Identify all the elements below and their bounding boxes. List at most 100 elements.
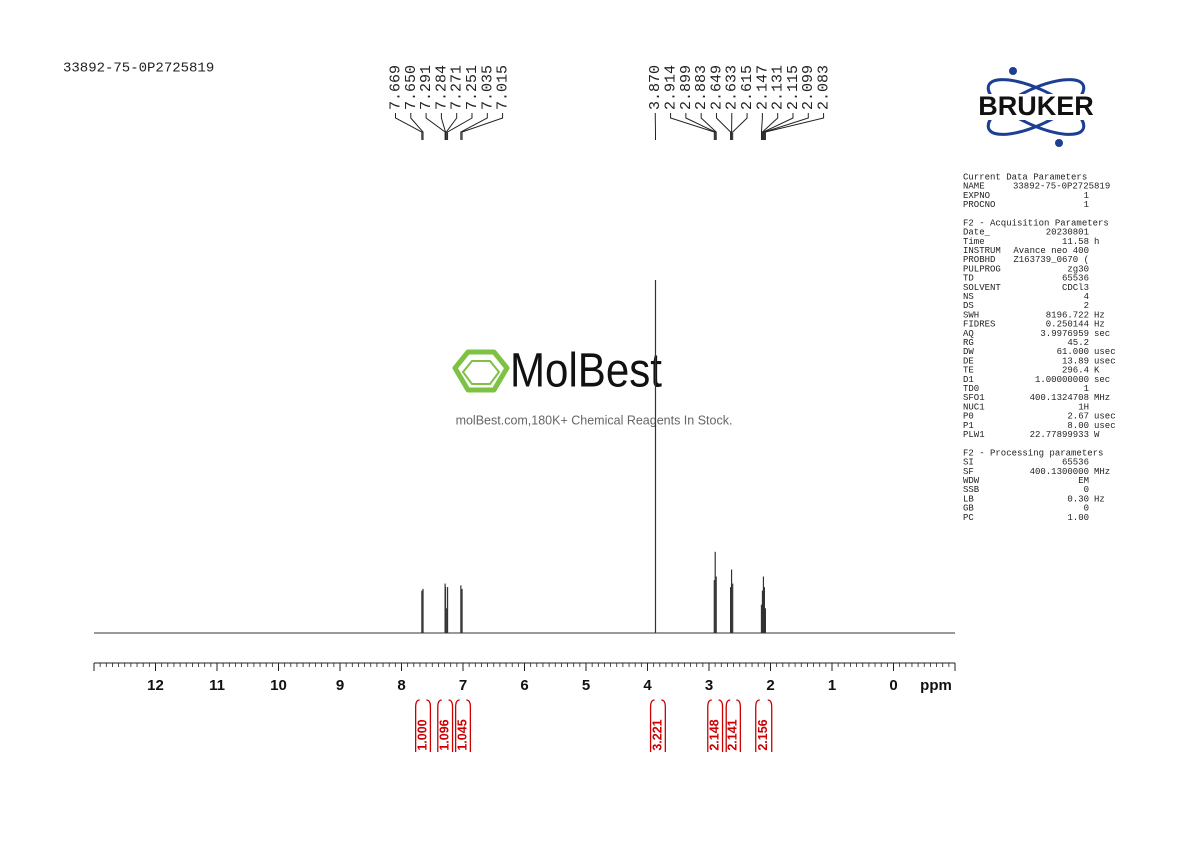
parameter-key: SOLVENT	[963, 283, 1001, 293]
peak-label: 2.649	[708, 65, 725, 110]
parameter-key: SFO1	[963, 393, 985, 403]
parameter-unit: MHz	[1094, 393, 1110, 403]
parameter-value: 20230801	[1046, 228, 1089, 238]
parameter-value: 45.2	[1067, 338, 1089, 348]
spectrum-title: 33892-75-0P2725819	[63, 61, 214, 77]
parameter-value: 1	[1084, 384, 1089, 394]
parameter-key: SWH	[963, 310, 979, 320]
integral-label: 1.000	[415, 719, 429, 750]
parameter-value: 1	[1084, 200, 1089, 210]
parameter-value: zg30	[1067, 264, 1089, 274]
x-tick-label: 12	[147, 677, 164, 694]
peak-label: 3.870	[647, 65, 664, 110]
peak-label-leader	[764, 113, 825, 140]
parameter-unit: MHz	[1094, 467, 1110, 477]
parameter-key: P0	[963, 412, 974, 422]
parameter-key: PULPROG	[963, 264, 1001, 274]
peak-label-leader	[394, 113, 423, 140]
parameter-value: 1	[1084, 191, 1089, 201]
x-tick-label: 5	[582, 677, 590, 694]
peak-label-leader	[685, 113, 716, 140]
x-tick-label: 1	[828, 677, 836, 694]
parameter-key: RG	[963, 338, 974, 348]
parameter-key: EXPNO	[963, 191, 990, 201]
peak-label-leader	[447, 113, 473, 140]
parameter-key: PROCNO	[963, 200, 995, 210]
peak-label-leader	[425, 113, 446, 140]
peak-label: 7.271	[449, 65, 466, 110]
parameter-key: PLW1	[963, 430, 985, 440]
x-tick-label: 8	[397, 677, 405, 694]
integral-bracket	[725, 699, 742, 752]
peak-label: 2.633	[724, 65, 741, 110]
parameter-key: GB	[963, 504, 974, 514]
integral-bracket	[649, 699, 666, 752]
parameter-key: NS	[963, 292, 974, 302]
peak-label: 2.883	[693, 65, 710, 110]
parameter-unit: h	[1094, 237, 1099, 247]
parameter-value: 13.89	[1062, 356, 1089, 366]
integral-label: 2.156	[756, 719, 770, 750]
x-tick-label: 10	[270, 677, 287, 694]
integral-bracket	[454, 699, 472, 752]
parameter-value: 65536	[1062, 274, 1089, 284]
peak-label: 7.284	[433, 65, 450, 110]
parameter-value: Z163739_0670 (	[1013, 255, 1089, 265]
parameter-key: INSTRUM	[963, 246, 1001, 256]
parameter-value: 2.67	[1067, 412, 1089, 422]
parameter-unit: Hz	[1094, 494, 1105, 504]
x-tick-label: 7	[459, 677, 467, 694]
integral-label: 3.221	[650, 719, 664, 750]
peak-label-leader	[732, 113, 748, 140]
parameter-key: AQ	[963, 329, 974, 339]
peak-label-leader	[670, 113, 715, 140]
bruker-logo: BRUKER	[958, 67, 1115, 147]
peak-label-leader	[445, 113, 458, 140]
parameter-value: 33892-75-0P2725819	[1013, 182, 1110, 192]
parameter-heading: Current Data Parameters	[963, 172, 1087, 182]
integral-bracket	[437, 699, 454, 752]
parameter-key: PROBHD	[963, 255, 995, 265]
parameter-value: 3.9976959	[1040, 329, 1089, 339]
parameter-value: 400.1300000	[1030, 467, 1089, 477]
parameter-value: 2	[1084, 301, 1089, 311]
watermark: MolBest molBest.com,180K+ Chemical Reage…	[452, 345, 732, 427]
integral-label: 1.045	[455, 719, 469, 750]
parameter-unit: usec	[1094, 421, 1116, 431]
x-tick-label: 2	[766, 677, 774, 694]
parameter-key: NUC1	[963, 402, 985, 412]
peak-label-leader	[760, 113, 763, 140]
x-tick-label: 9	[336, 677, 344, 694]
parameter-unit: K	[1094, 366, 1100, 376]
parameter-heading: F2 - Processing parameters	[963, 448, 1103, 458]
parameter-key: DW	[963, 347, 974, 357]
parameter-value: Avance neo 400	[1013, 246, 1089, 256]
integral-label: 1.096	[437, 719, 451, 750]
parameter-value: 0	[1084, 485, 1089, 495]
x-tick-label: 0	[889, 677, 897, 694]
parameter-key: Date_	[963, 228, 991, 238]
parameter-key: DS	[963, 301, 974, 311]
peak-label: 2.147	[754, 65, 771, 110]
parameter-value: 4	[1084, 292, 1089, 302]
peak-label: 2.914	[663, 65, 680, 110]
peak-label: 7.669	[387, 65, 404, 110]
parameter-value: 0.250144	[1046, 320, 1089, 330]
parameter-key: DE	[963, 356, 974, 366]
parameter-value: 61.000	[1057, 347, 1089, 357]
parameter-key: TD	[963, 274, 974, 284]
integral-bracket	[707, 699, 724, 752]
peak-label: 7.251	[464, 65, 481, 110]
watermark-brand: MolBest	[510, 345, 662, 398]
peak-label: 7.650	[403, 65, 420, 110]
peak-label-leader	[762, 113, 794, 140]
peak-label-leader	[715, 113, 732, 140]
x-tick-label: 3	[705, 677, 713, 694]
peak-label-leader	[440, 113, 447, 140]
parameter-unit: W	[1094, 430, 1100, 440]
parameter-key: NAME	[963, 182, 985, 192]
parameter-value: EM	[1078, 476, 1089, 486]
integral-label: 2.141	[726, 719, 740, 750]
parameter-unit: usec	[1094, 412, 1116, 422]
peak-label: 7.015	[495, 65, 512, 110]
